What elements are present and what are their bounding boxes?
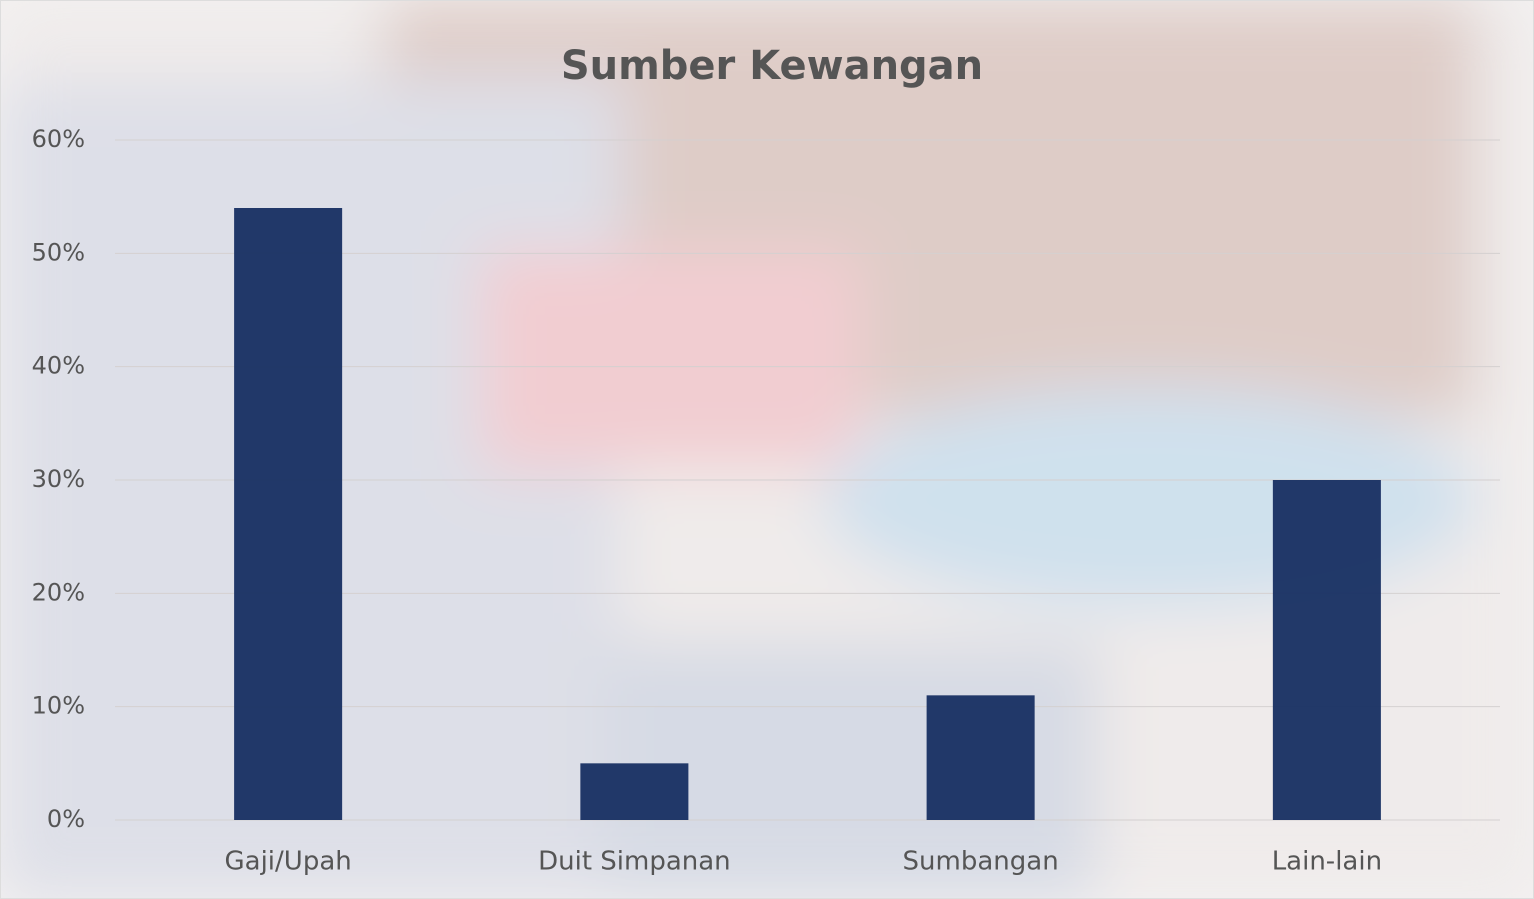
- y-tick-label: 20%: [32, 578, 85, 606]
- x-tick-label: Gaji/Upah: [225, 847, 352, 877]
- y-tick-label: 0%: [47, 805, 85, 833]
- y-tick-label: 40%: [32, 352, 85, 380]
- y-tick-label: 30%: [32, 465, 85, 493]
- chart: Sumber Kewangan 0% 10% 20% 30% 40% 50% 60% Gaji…: [0, 0, 1534, 899]
- x-tick-label: Duit Simpanan: [538, 847, 731, 877]
- y-tick-label: 60%: [32, 125, 85, 153]
- x-tick-label: Sumbangan: [903, 847, 1059, 877]
- y-tick-label: 50%: [32, 238, 85, 266]
- x-tick-label: Lain-lain: [1272, 847, 1382, 877]
- bar: [234, 208, 342, 820]
- y-tick-label: 10%: [32, 692, 85, 720]
- bar: [927, 695, 1035, 820]
- bar: [580, 763, 688, 820]
- page: {"chart_data": {"type": "bar", "title": …: [0, 0, 1534, 899]
- chart-title: Sumber Kewangan: [561, 43, 983, 89]
- bar: [1273, 480, 1381, 820]
